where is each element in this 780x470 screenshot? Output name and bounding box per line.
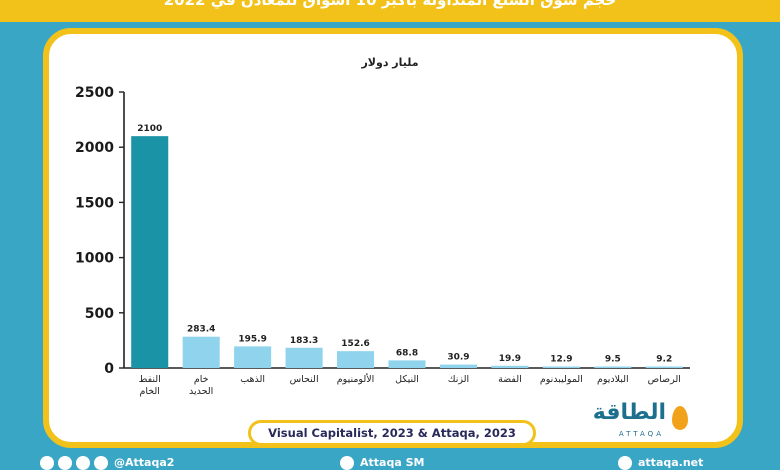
category-label: الذهب bbox=[240, 374, 265, 385]
chat-icon[interactable] bbox=[340, 456, 354, 470]
value-label: 283.4 bbox=[187, 325, 215, 335]
bar bbox=[337, 351, 375, 368]
category-label: الرصاص bbox=[648, 374, 681, 385]
category-label: النيكل bbox=[395, 374, 419, 385]
unit-label: مليار دولار bbox=[360, 56, 418, 69]
logo-sub: ATTAQA bbox=[618, 430, 664, 438]
chart-title: حجم سوق السلع المتداولة بأكبر 10 أسواق ل… bbox=[163, 0, 617, 9]
value-label: 9.5 bbox=[605, 355, 621, 365]
value-label: 195.9 bbox=[238, 334, 266, 344]
footer: @Attaqa2 Attaqa SM attaqa.net bbox=[0, 452, 780, 470]
y-tick-label: 0 bbox=[104, 361, 114, 377]
source-label: Visual Capitalist, 2023 & Attaqa, 2023 bbox=[248, 420, 536, 446]
bar bbox=[594, 366, 632, 368]
bar bbox=[234, 346, 272, 368]
category-label: الزنك bbox=[448, 374, 469, 385]
value-label: 183.3 bbox=[290, 336, 318, 346]
y-tick-label: 2500 bbox=[75, 85, 114, 101]
category-label: الألومنيوم bbox=[337, 373, 374, 385]
flame-drop-icon bbox=[672, 406, 688, 430]
value-label: 2100 bbox=[137, 124, 162, 134]
bar bbox=[182, 336, 220, 368]
y-tick-label: 1500 bbox=[75, 195, 114, 211]
bar bbox=[542, 366, 580, 368]
category-label: النحاس bbox=[290, 374, 319, 385]
value-label: 9.2 bbox=[656, 355, 672, 365]
bar bbox=[491, 365, 529, 368]
bar bbox=[439, 364, 477, 368]
logo-name: الطاقة bbox=[592, 400, 666, 425]
y-ticks: 0 500 1000 1500 2000 2500 bbox=[75, 85, 124, 377]
instagram-icon[interactable] bbox=[58, 456, 72, 470]
sms-handle[interactable]: Attaqa SM bbox=[360, 456, 425, 469]
globe-icon[interactable] bbox=[618, 456, 632, 470]
category-label: خام الحديد bbox=[189, 374, 213, 397]
category-label: الفضة bbox=[498, 374, 522, 385]
attaqa-logo: الطاقة ATTAQA bbox=[572, 400, 692, 442]
bar bbox=[285, 347, 323, 368]
y-tick-label: 500 bbox=[85, 306, 114, 322]
value-label: 152.6 bbox=[341, 339, 369, 349]
social-handle[interactable]: @Attaqa2 bbox=[114, 456, 175, 469]
y-tick-label: 2000 bbox=[75, 140, 114, 156]
category-labels: النفط الخام خام الحديد الذهب النحاس الألومنيوم… bbox=[139, 373, 681, 397]
category-label: الموليبدنوم bbox=[540, 374, 583, 385]
bar bbox=[388, 360, 426, 368]
value-label: 12.9 bbox=[550, 355, 572, 365]
category-label: النفط الخام bbox=[139, 374, 161, 397]
value-label: 68.8 bbox=[396, 348, 418, 358]
twitter-icon[interactable] bbox=[40, 456, 54, 470]
bar bbox=[645, 366, 683, 368]
value-label: 19.9 bbox=[499, 354, 521, 364]
value-labels: 2100 283.4 195.9 183.3 152.6 68.8 30.9 19.9 12.9… bbox=[137, 124, 672, 364]
facebook-icon[interactable] bbox=[94, 456, 108, 470]
website-link[interactable]: attaqa.net bbox=[638, 456, 704, 469]
bars bbox=[131, 136, 683, 368]
bar bbox=[131, 136, 169, 368]
header-strip bbox=[0, 0, 780, 22]
y-tick-label: 1000 bbox=[75, 251, 114, 267]
value-label: 30.9 bbox=[447, 353, 469, 363]
category-label: البلاديوم bbox=[597, 374, 629, 385]
youtube-icon[interactable] bbox=[76, 456, 90, 470]
